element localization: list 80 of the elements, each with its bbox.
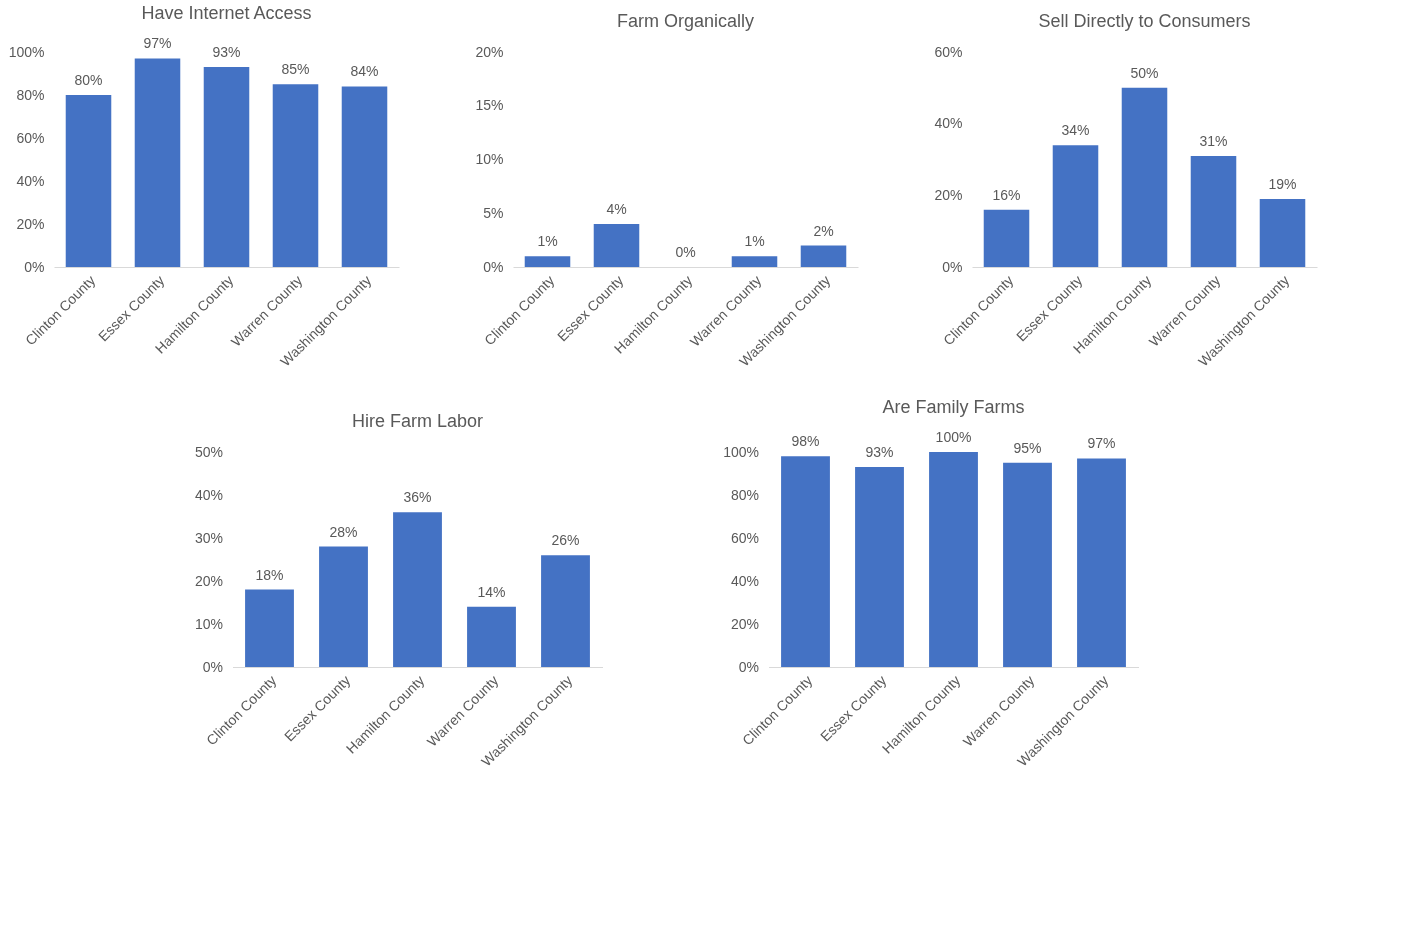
bar bbox=[65, 95, 112, 267]
y-tick-label: 40% bbox=[730, 572, 759, 589]
y-tick-label: 40% bbox=[194, 486, 223, 503]
bar bbox=[731, 256, 778, 267]
data-label: 2% bbox=[813, 222, 834, 239]
data-label: 18% bbox=[255, 566, 284, 583]
data-label: 50% bbox=[1130, 64, 1159, 81]
data-label: 98% bbox=[791, 433, 820, 450]
y-tick-label: 10% bbox=[194, 615, 223, 632]
bar bbox=[800, 245, 847, 267]
bar bbox=[341, 86, 388, 267]
data-label: 14% bbox=[477, 583, 506, 600]
bar bbox=[393, 512, 442, 667]
y-tick-label: 0% bbox=[202, 658, 223, 675]
bar bbox=[1077, 458, 1126, 667]
data-label: 95% bbox=[1013, 439, 1042, 456]
bar bbox=[1052, 145, 1099, 267]
chart-title: Farm Organically bbox=[616, 11, 755, 31]
chart-title: Sell Directly to Consumers bbox=[1038, 11, 1251, 31]
data-label: 1% bbox=[537, 233, 558, 250]
data-label: 0% bbox=[675, 244, 696, 260]
data-label: 36% bbox=[403, 489, 432, 506]
data-label: 97% bbox=[143, 35, 172, 52]
y-tick-label: 80% bbox=[16, 86, 45, 103]
chart-title: Hire Farm Labor bbox=[351, 411, 484, 431]
bar bbox=[781, 456, 830, 667]
data-label: 19% bbox=[1268, 175, 1297, 192]
bar bbox=[319, 546, 368, 667]
data-label: 1% bbox=[744, 233, 765, 250]
bar bbox=[1259, 198, 1306, 267]
bar bbox=[929, 452, 978, 667]
y-tick-label: 40% bbox=[934, 115, 963, 132]
bar bbox=[983, 209, 1030, 267]
data-label: 97% bbox=[1087, 435, 1116, 452]
y-tick-label: 100% bbox=[723, 443, 759, 460]
bar bbox=[1121, 87, 1168, 267]
data-label: 28% bbox=[329, 523, 358, 540]
data-label: 84% bbox=[350, 63, 379, 80]
y-tick-label: 0% bbox=[24, 258, 45, 275]
y-tick-label: 20% bbox=[475, 43, 504, 60]
chart-title: Are Family Farms bbox=[882, 397, 1025, 417]
y-tick-label: 20% bbox=[934, 186, 963, 203]
y-tick-label: 60% bbox=[16, 129, 45, 146]
y-tick-label: 20% bbox=[194, 572, 223, 589]
y-tick-label: 0% bbox=[483, 258, 504, 275]
y-tick-label: 20% bbox=[16, 215, 45, 232]
data-label: 26% bbox=[551, 532, 580, 549]
chart-title: Have Internet Access bbox=[141, 3, 312, 24]
y-tick-label: 10% bbox=[475, 151, 504, 167]
bar bbox=[855, 467, 904, 667]
bar bbox=[1190, 155, 1237, 267]
bar bbox=[524, 256, 571, 267]
data-label: 93% bbox=[212, 44, 241, 61]
y-tick-label: 80% bbox=[730, 486, 759, 503]
data-label: 80% bbox=[74, 72, 103, 88]
data-label: 93% bbox=[865, 444, 894, 461]
bar bbox=[467, 606, 516, 667]
data-label: 85% bbox=[281, 61, 310, 78]
y-tick-label: 60% bbox=[934, 43, 963, 60]
y-tick-label: 0% bbox=[738, 658, 759, 675]
bar bbox=[593, 224, 640, 267]
data-label: 16% bbox=[992, 186, 1021, 203]
data-label: 4% bbox=[606, 201, 627, 217]
y-tick-label: 100% bbox=[8, 43, 45, 60]
y-tick-label: 0% bbox=[942, 258, 963, 275]
bar bbox=[541, 555, 590, 667]
y-tick-label: 5% bbox=[483, 204, 504, 221]
bar bbox=[134, 58, 181, 267]
data-label: 34% bbox=[1061, 122, 1090, 139]
data-label: 31% bbox=[1199, 132, 1228, 149]
y-tick-label: 50% bbox=[194, 443, 223, 460]
y-tick-label: 40% bbox=[16, 172, 45, 189]
bar bbox=[203, 67, 250, 267]
y-tick-label: 30% bbox=[194, 529, 223, 546]
bar bbox=[1003, 462, 1052, 667]
y-tick-label: 60% bbox=[730, 529, 759, 546]
bar bbox=[245, 589, 294, 667]
y-tick-label: 15% bbox=[475, 97, 504, 114]
y-tick-label: 20% bbox=[730, 615, 759, 632]
bar bbox=[272, 84, 319, 267]
